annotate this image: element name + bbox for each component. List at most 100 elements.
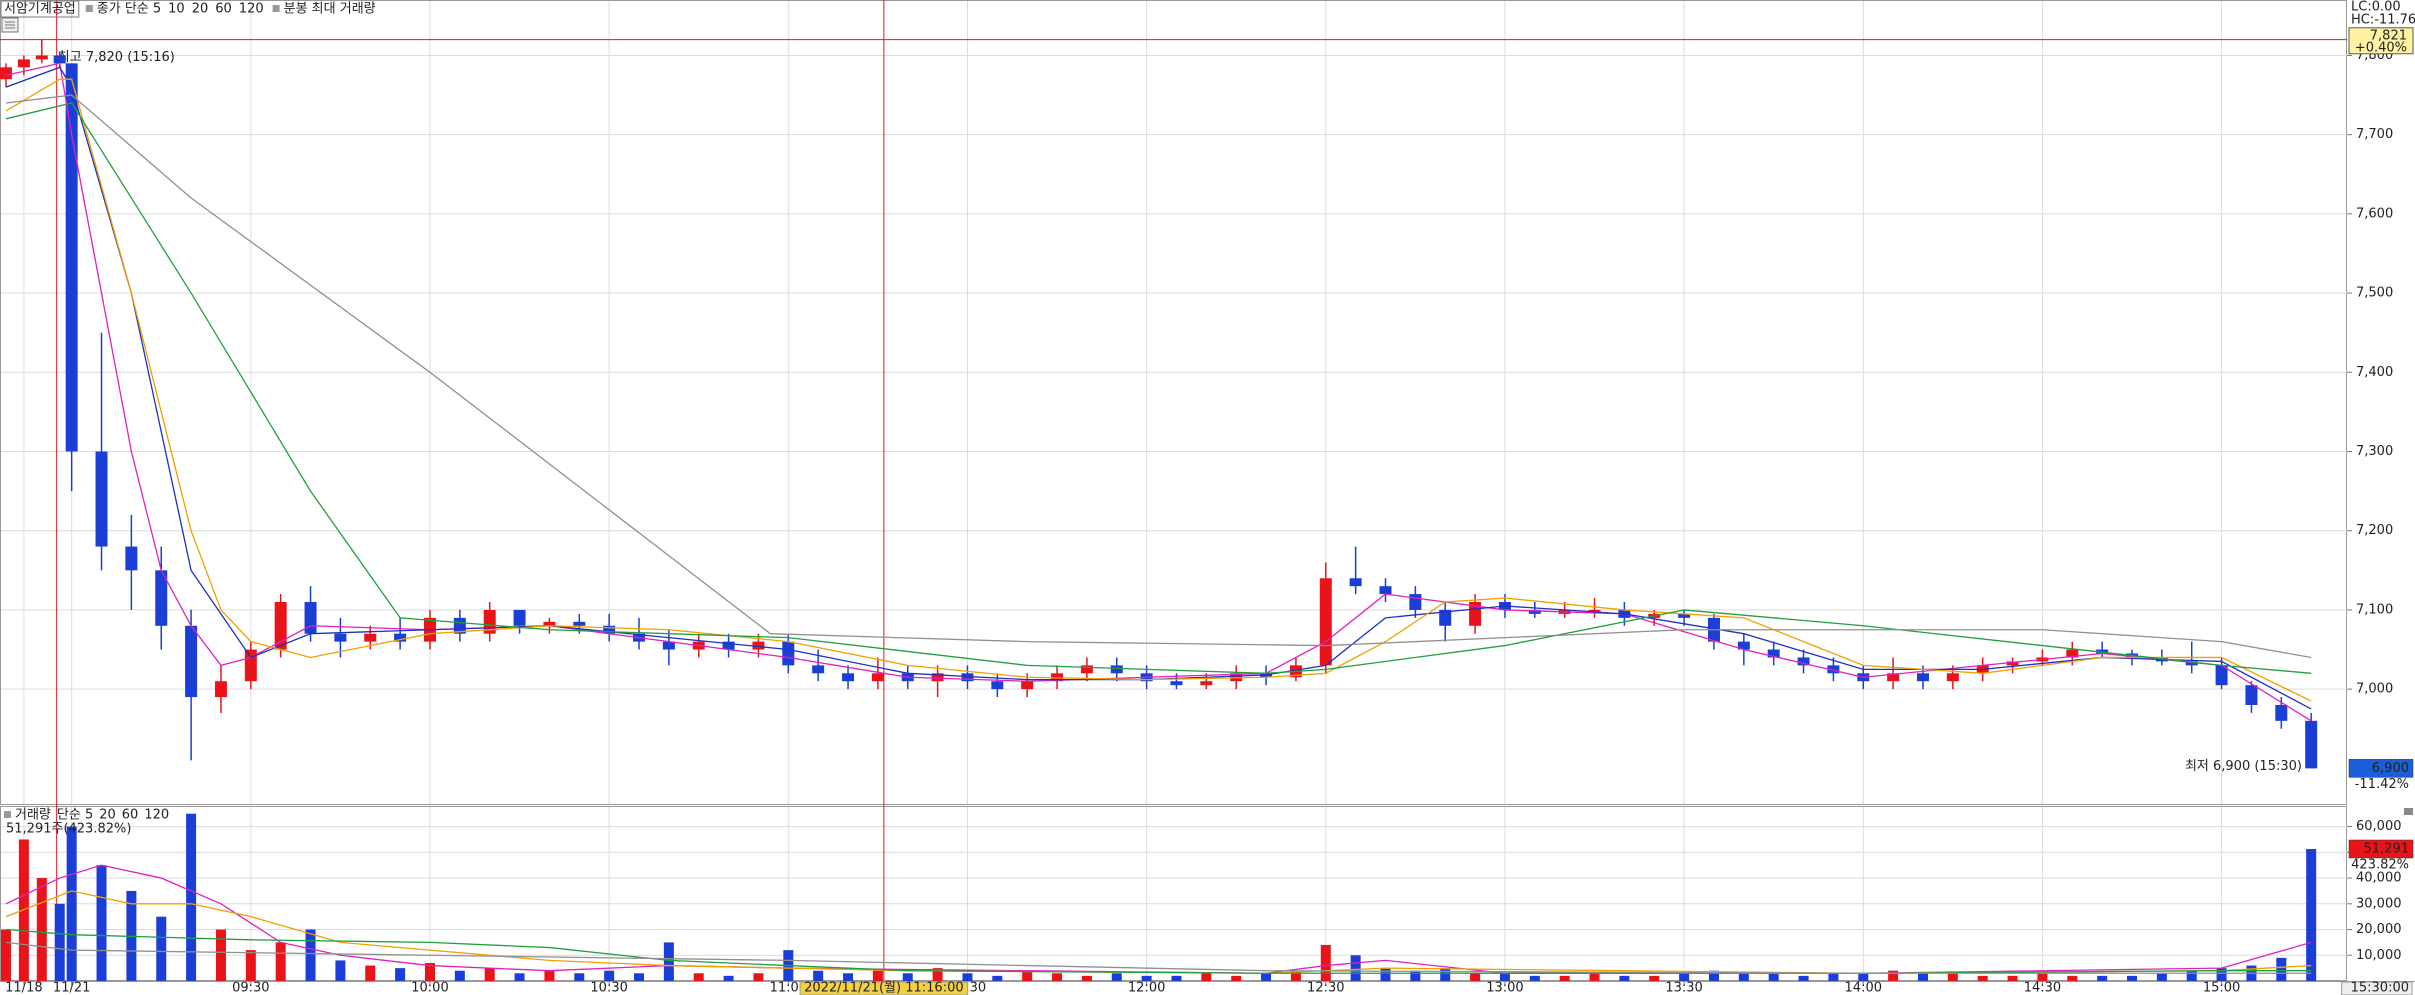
volume-bar — [1559, 975, 1570, 981]
legend-label: 10 — [168, 2, 185, 17]
ma-line — [5, 66, 2312, 710]
candle-body — [364, 633, 377, 642]
volume-bar — [723, 975, 734, 981]
x-tick-label: 12:00 — [1128, 981, 1165, 995]
volume-bar — [872, 970, 883, 981]
candle-body — [2066, 649, 2079, 658]
candle-body — [513, 609, 526, 626]
candle-body — [1349, 578, 1362, 587]
y-tick-label: 7,200 — [2356, 523, 2393, 538]
y-tick-label: 7,400 — [2356, 365, 2393, 380]
volume-bar — [902, 973, 913, 981]
ma-line — [5, 94, 2312, 659]
volume-bar — [2127, 975, 2138, 981]
volume-bar — [634, 973, 645, 981]
volume-bar — [1619, 975, 1630, 981]
volume-bar — [1201, 973, 1212, 981]
y-tick-label: 20,000 — [2356, 922, 2402, 937]
volume-bar — [663, 942, 674, 981]
candle-body — [1887, 673, 1900, 682]
y-tick-label: 30,000 — [2356, 896, 2402, 911]
y-tick-label: 7,600 — [2356, 206, 2393, 221]
current-time-box — [2341, 981, 2413, 995]
volume-bar — [1350, 955, 1361, 981]
volume-bar — [484, 968, 495, 981]
candle-body — [125, 546, 138, 571]
volume-bar — [156, 916, 167, 981]
volume-bar — [1858, 973, 1869, 981]
lc-label: LC:0.00 — [2351, 0, 2401, 15]
volume-bar — [245, 950, 256, 981]
volume-bar — [1798, 975, 1809, 981]
volume-bar — [1380, 968, 1391, 981]
candle-body — [2245, 685, 2258, 705]
candle-body — [722, 641, 735, 650]
volume-bar — [66, 826, 77, 981]
candle-body — [2215, 665, 2228, 686]
candle-body — [1588, 609, 1601, 612]
candle-body — [2096, 649, 2109, 654]
volume-bar — [1410, 970, 1421, 981]
volume-bar — [1320, 944, 1331, 981]
crosshair-label-box — [799, 981, 969, 995]
volume-bar — [305, 929, 316, 981]
y-tick-label: 7,000 — [2356, 682, 2393, 697]
volume-bar — [2306, 849, 2317, 981]
volume-bar — [1261, 973, 1272, 981]
legend-label: 120 — [144, 808, 169, 823]
volume-bar — [1977, 975, 1988, 981]
volume-bar — [1022, 970, 1033, 981]
x-tick-label: 10:30 — [590, 981, 627, 995]
candle-body — [1469, 602, 1482, 626]
volume-bar — [843, 973, 854, 981]
volume-bar — [1888, 970, 1899, 981]
y-tick-label: 60,000 — [2356, 819, 2402, 834]
x-tick-label: 14:00 — [1845, 981, 1882, 995]
candle-body — [1021, 681, 1034, 690]
volume-bar — [1440, 968, 1451, 981]
volume-bar — [813, 970, 824, 981]
candle-body — [1319, 578, 1332, 666]
candle-body — [214, 681, 227, 698]
candle-body — [185, 625, 198, 698]
current-time: 15:30:00 — [2351, 981, 2409, 995]
volume-bar — [544, 970, 555, 981]
candle-body — [782, 641, 795, 666]
y-tick-label: 7,700 — [2356, 127, 2393, 142]
ma-line — [5, 102, 2312, 674]
candle-body — [1737, 641, 1750, 650]
prev-tag-box — [2348, 27, 2414, 55]
ma-line — [5, 62, 2312, 722]
candle-body — [603, 625, 616, 634]
volume-bar — [1768, 973, 1779, 981]
candle-body — [1110, 665, 1123, 674]
x-tick-label: 11/21 — [53, 981, 90, 995]
x-tick-label: 11/18 — [5, 981, 42, 995]
candle-body — [991, 681, 1004, 690]
candle-body — [2006, 661, 2019, 666]
candle-body — [95, 451, 108, 547]
candle-body — [662, 641, 675, 650]
candle-body — [1797, 657, 1810, 666]
legend-label: 60 — [122, 808, 139, 823]
volume-bar — [932, 968, 943, 981]
volume-bar — [1947, 973, 1958, 981]
candle-body — [0, 67, 12, 80]
candle-body — [1916, 673, 1929, 682]
candle-body — [65, 63, 78, 452]
volume-bar — [1708, 970, 1719, 981]
volume-bar — [186, 813, 197, 981]
candle-body — [1379, 586, 1392, 595]
panel-button[interactable] — [2404, 808, 2413, 815]
volume-bar — [215, 929, 226, 981]
volume-bar — [1081, 975, 1092, 981]
candle-body — [53, 55, 66, 64]
prev-tag-label: 7,821 — [2370, 28, 2407, 43]
volume-bar — [96, 865, 107, 981]
y-tick-label: 7,300 — [2356, 444, 2393, 459]
price-panel-frame — [0, 0, 2347, 805]
candle-body — [1409, 594, 1422, 610]
stock-name-box — [0, 0, 80, 18]
